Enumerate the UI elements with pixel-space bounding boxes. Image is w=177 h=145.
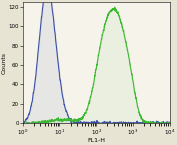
Y-axis label: Counts: Counts <box>2 52 7 74</box>
X-axis label: FL1-H: FL1-H <box>87 138 105 143</box>
